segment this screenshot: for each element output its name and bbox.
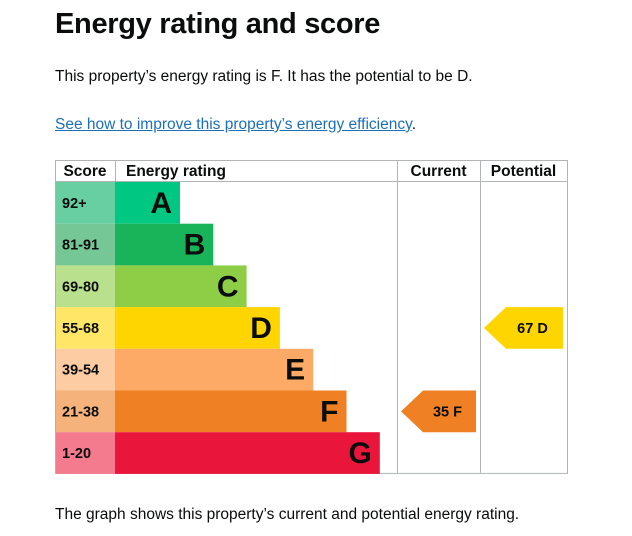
rating-bar-a <box>115 182 180 224</box>
improve-efficiency-link[interactable]: See how to improve this property’s energ… <box>55 116 412 133</box>
potential-header: Potential <box>491 163 556 180</box>
rating-letter-c: C <box>217 270 239 303</box>
rating-bar-c <box>115 265 247 308</box>
rating-summary: This property’s energy rating is F. It h… <box>55 68 473 85</box>
potential-arrow <box>484 307 563 349</box>
current-header: Current <box>411 163 467 180</box>
current-arrow <box>401 390 476 433</box>
score-cell-d <box>56 307 115 349</box>
score-cell-g <box>56 432 115 474</box>
rating-bar-e <box>115 348 314 391</box>
score-cell-c <box>56 265 115 308</box>
score-cell-f <box>56 390 115 433</box>
score-cell-e <box>56 348 115 391</box>
current-rating-label: 35 F <box>433 404 462 420</box>
score-label-b: 81-91 <box>62 238 99 254</box>
score-cell-a <box>56 182 115 224</box>
rating-arrows: 35 F 67 D <box>401 307 563 433</box>
rating-letter-a: A <box>150 187 172 220</box>
score-cell-b <box>56 223 115 266</box>
rating-header: Energy rating <box>126 163 226 180</box>
potential-rating-label: 67 D <box>517 321 548 337</box>
rating-bands: 92+ A 81-91 B 69-80 C 55-68 D 39-54 E 21-38 F 1-20 G <box>56 182 380 474</box>
rating-letter-b: B <box>184 229 206 262</box>
link-suffix: . <box>411 116 416 133</box>
rating-bar-b <box>115 223 214 266</box>
rating-letter-g: G <box>348 437 371 470</box>
rating-letter-e: E <box>285 354 305 387</box>
score-label-c: 69-80 <box>62 279 99 295</box>
rating-letter-f: F <box>320 395 338 428</box>
rating-letter-d: D <box>250 312 272 345</box>
page-title: Energy rating and score <box>55 8 381 40</box>
improve-link-line: See how to improve this property’s energ… <box>55 116 416 134</box>
chart-caption: The graph shows this property’s current … <box>55 506 520 523</box>
rating-bar-d <box>115 307 280 349</box>
score-label-f: 21-38 <box>62 404 99 420</box>
chart-headers: Score Energy rating Current Potential <box>63 163 556 180</box>
score-label-e: 39-54 <box>62 363 99 379</box>
rating-bar-f <box>115 390 347 433</box>
rating-bar-g <box>115 432 380 474</box>
score-header: Score <box>63 163 106 180</box>
score-label-d: 55-68 <box>62 321 99 337</box>
score-label-g: 1-20 <box>62 446 91 462</box>
score-label-a: 92+ <box>62 196 87 212</box>
